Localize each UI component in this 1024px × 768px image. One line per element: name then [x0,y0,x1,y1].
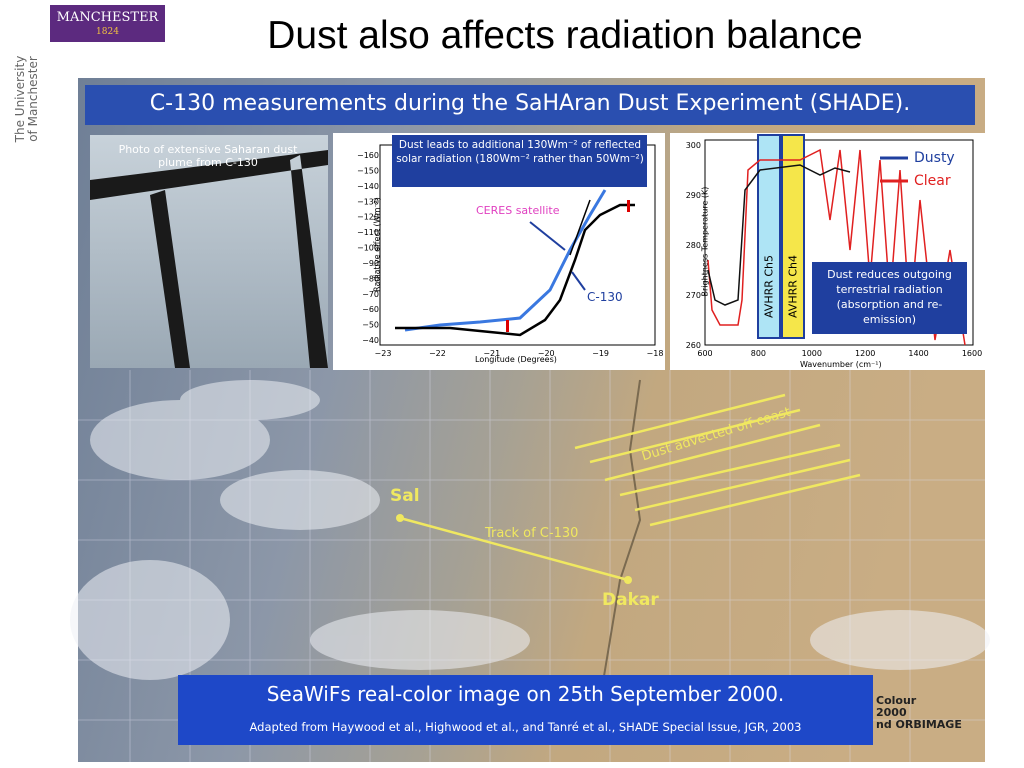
y-tick-label: −130 [357,197,379,206]
left-x-label: Longitude (Degrees) [475,355,557,364]
ch5-band [757,134,781,339]
ticks: −160 −150 −140 −130 −120 −110 −100 −90 −80 −70 −60… [357,141,982,358]
y-tick-label: −70 [362,290,379,299]
y-tick-label: −140 [357,182,379,191]
logo-year: 1824 [96,27,119,37]
marker [627,200,630,212]
y-tick-label: 270 [686,291,701,300]
footer-source: Adapted from Haywood et al., Highwood et… [249,720,802,734]
x-tick-label: 1400 [908,349,928,358]
right-y-label: Brightness Temperature (K) [700,186,710,297]
right-plot [670,133,985,370]
y-tick-label: −40 [362,336,379,345]
ceres-curve [404,189,607,332]
y-tick-label: −80 [362,274,379,283]
side-text-2: of Manchester [26,56,40,142]
right-callout-box [812,262,967,334]
y-tick-label: −60 [362,305,379,314]
coastline [599,379,642,701]
y-tick-label: 260 [686,341,701,350]
y-tick-label: −150 [357,166,379,175]
left-callout-box [392,135,647,187]
clouds [70,380,990,680]
y-tick-label: −110 [357,228,379,237]
right-callout: Dust reduces outgoing terrestrial radiat… [827,268,952,326]
clear-curve [707,148,966,346]
x-tick-label: −20 [538,349,555,358]
x-tick-label: 800 [751,349,766,358]
banner: C-130 measurements during the SaHAran Du… [149,91,911,116]
sal-label: Sal [390,486,420,506]
marker [506,320,509,332]
left-y-label: Radiative effect (Wm⁻²) [372,197,382,292]
credit-3: nd ORBIMAGE [876,718,962,731]
y-tick-label: −100 [357,244,379,253]
right-x-label: Wavenumber (cm⁻¹) [800,360,882,369]
ch4-band [781,134,805,339]
banner-box [85,85,975,125]
dakar-label: Dakar [602,590,659,610]
x-tick-label: 600 [697,349,712,358]
c130-curve-2 [569,199,591,256]
photo-caption: Photo of extensive Saharan dust plume fr… [118,143,298,169]
y-tick-label: 280 [686,241,701,250]
credit-2: 2000 [876,706,907,719]
arrow [529,221,566,251]
track-label: Track of C-130 [485,526,579,541]
logo: MANCHESTER [56,10,159,25]
sal-point [396,514,404,522]
arrow [571,271,586,291]
title: Dust also affects radiation balance [267,14,863,57]
x-tick-label: 1000 [802,349,822,358]
x-tick-label: 1600 [962,349,982,358]
x-tick-label: −21 [483,349,500,358]
logo-box [50,5,165,42]
c130-label: C-130 [587,290,623,304]
x-tick-label: −23 [375,349,392,358]
ceres-label: CERES satellite [476,204,560,217]
track-line [399,516,629,582]
legend-clear: Clear [914,173,951,189]
footer-title: SeaWiFs real-color image on 25th Septemb… [266,682,785,706]
x-tick-label: −22 [429,349,446,358]
credit-1: Colour [876,694,917,707]
right-plot-frame [704,139,974,346]
x-tick-label: −18 [647,349,664,358]
legend-dusty: Dusty [914,150,955,166]
x-tick-label: −19 [592,349,609,358]
y-tick-label: −90 [362,259,379,268]
y-tick-label: 300 [686,141,701,150]
dust-arrows [574,393,861,527]
c130-curve [395,203,635,337]
ch5-label: AVHRR Ch5 [762,254,776,319]
y-tick-label: −160 [357,151,379,160]
dakar-point [624,576,632,584]
dusty-curve [707,164,851,306]
y-tick-label: −50 [362,321,379,330]
y-tick-label: −120 [357,213,379,222]
side-text-1: The University [13,55,27,143]
footer-box [178,675,873,745]
x-tick-label: 1200 [855,349,875,358]
side-text: The University of Manchester [13,44,40,154]
y-tick-label: 290 [686,191,701,200]
ch4-label: AVHRR Ch4 [786,254,800,319]
left-callout: Dust leads to additional 130Wm⁻² of refl… [396,139,644,165]
